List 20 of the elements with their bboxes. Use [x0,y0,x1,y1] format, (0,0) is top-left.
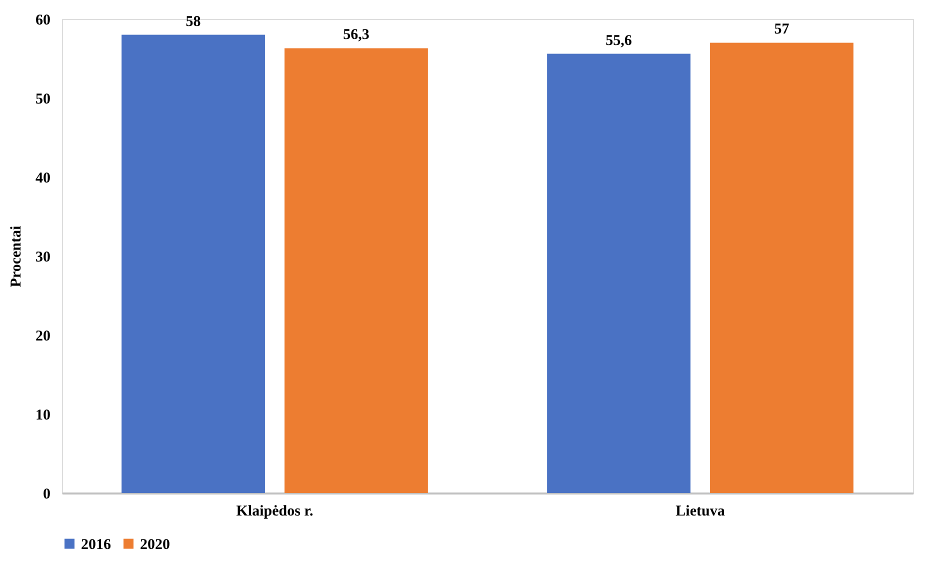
bar [710,42,854,493]
y-tick-label: 20 [36,328,50,344]
data-label: 55,6 [606,32,632,49]
bar [122,34,265,493]
legend-label: 2020 [140,536,170,553]
y-axis-title: Procentai [8,226,24,288]
y-tick-label: 30 [36,250,50,266]
x-tick-label: Lietuva [676,504,726,520]
legend-label: 2016 [81,536,112,553]
bar [284,48,428,493]
data-label: 57 [774,22,790,38]
data-label: 56,3 [343,27,370,44]
bar [547,54,690,493]
data-label: 58 [186,14,201,30]
x-tick-label: Klaipėdos r. [236,504,314,520]
y-tick-label: 0 [43,486,50,502]
y-tick-label: 60 [36,12,50,28]
y-tick-label: 40 [36,170,50,186]
y-tick-label: 50 [36,92,50,108]
y-tick-label: 10 [36,408,50,424]
